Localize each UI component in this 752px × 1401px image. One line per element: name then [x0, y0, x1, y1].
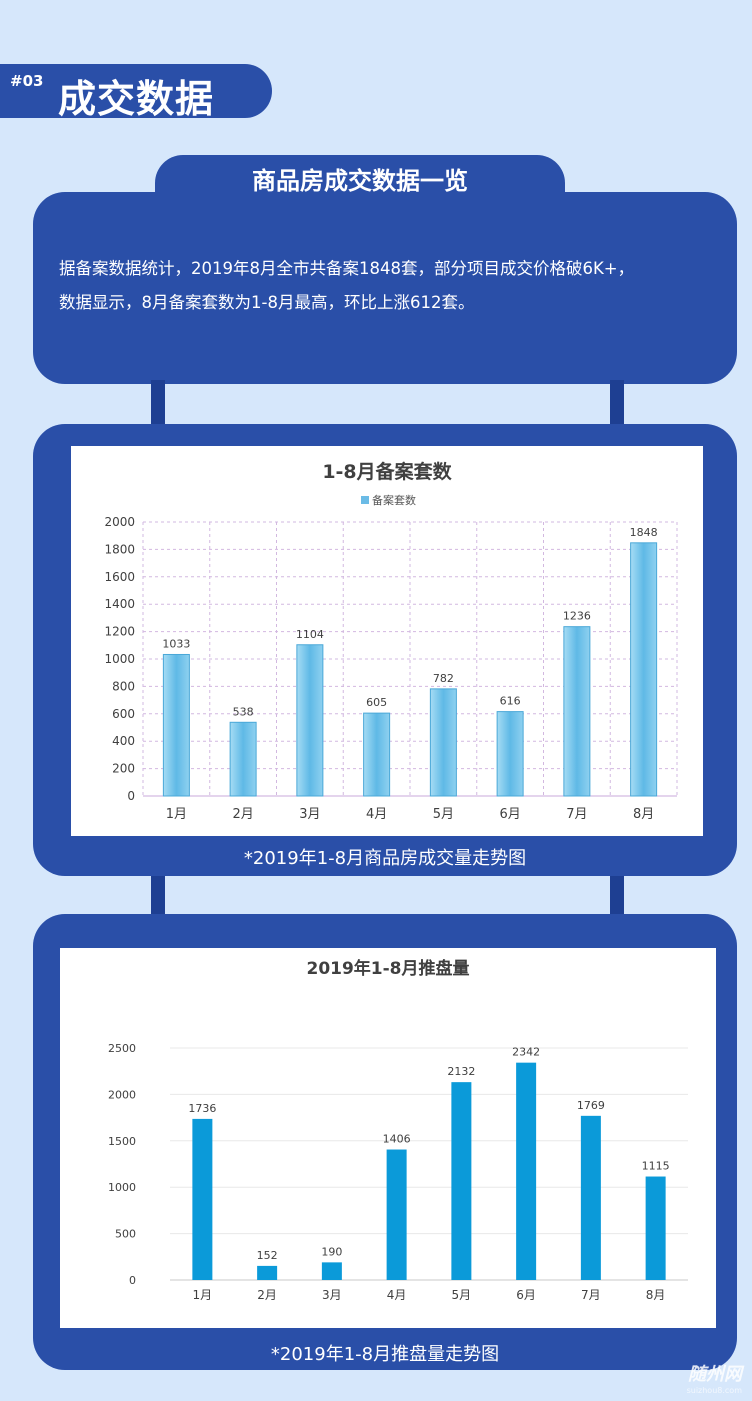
x-tick-label: 4月	[387, 1288, 407, 1302]
data-label: 1115	[642, 1160, 670, 1173]
data-label: 1769	[577, 1099, 605, 1112]
data-label: 2342	[512, 1046, 540, 1059]
data-label: 1236	[563, 610, 591, 623]
y-tick-label: 500	[115, 1228, 136, 1241]
bar-5	[429, 688, 457, 797]
bar-7	[580, 1115, 601, 1280]
bar-6	[516, 1062, 537, 1280]
x-tick-label: 2月	[232, 807, 253, 822]
legend-label: 推盘量	[377, 1327, 410, 1328]
y-tick-label: 0	[127, 789, 135, 803]
watermark-domain: suizhou8.com	[686, 1386, 742, 1395]
legend-label: 备案套数	[372, 493, 416, 507]
x-tick-label: 8月	[633, 807, 654, 822]
x-tick-label: 6月	[516, 1288, 536, 1302]
y-tick-label: 200	[112, 762, 135, 776]
data-label: 538	[233, 705, 254, 718]
chart-title: 1-8月备案套数	[322, 460, 452, 483]
bar-3	[321, 1262, 342, 1280]
bar-5	[451, 1082, 472, 1280]
watermark: 随州网 suizhou8.com	[687, 1360, 742, 1395]
y-tick-label: 800	[112, 679, 135, 693]
data-label: 782	[433, 672, 454, 685]
x-tick-label: 4月	[366, 807, 387, 822]
y-tick-label: 600	[112, 707, 135, 721]
x-tick-label: 2月	[257, 1288, 277, 1302]
data-label: 190	[321, 1245, 342, 1258]
x-tick-label: 5月	[452, 1288, 472, 1302]
bar-1	[162, 653, 190, 797]
section-number: #03	[10, 72, 44, 90]
bar-2	[229, 721, 257, 797]
y-tick-label: 0	[129, 1274, 136, 1287]
y-tick-label: 2000	[104, 515, 135, 529]
bar-4	[363, 712, 391, 797]
bar-8	[630, 542, 658, 797]
y-tick-label: 1400	[104, 597, 135, 611]
data-label: 616	[500, 695, 521, 708]
bar-2	[257, 1265, 278, 1280]
data-label: 1406	[383, 1133, 411, 1146]
chart-1-caption: *2019年1-8月商品房成交量走势图	[243, 848, 527, 869]
data-label: 1033	[162, 637, 190, 650]
chart-box-1: 1-8月备案套数 0 200 400 600 800 1000 1200 1400 1600 180…	[71, 446, 703, 836]
section-tab: #03 成交数据	[0, 64, 272, 121]
chart-panel-2: 2019年1-8月推盘量 0 500 1000 1500 2000 2500 1736 1月 15…	[33, 914, 737, 1370]
x-tick-label: 5月	[433, 807, 454, 822]
y-tick-label: 400	[112, 734, 135, 748]
y-tick-label: 1000	[104, 652, 135, 666]
bar-3	[296, 644, 324, 797]
x-tick-label: 7月	[566, 807, 587, 822]
chart-box-2: 2019年1-8月推盘量 0 500 1000 1500 2000 2500 1736 1月 15…	[60, 948, 716, 1341]
y-tick-label: 1000	[108, 1181, 136, 1194]
intro-card: 据备案数据统计，2019年8月全市共备案1848套，部分项目成交价格破6K+， …	[33, 192, 737, 384]
legend-swatch	[361, 496, 369, 504]
section-title: 成交数据	[58, 77, 215, 121]
x-tick-label: 3月	[322, 1288, 342, 1302]
data-label: 1104	[296, 628, 324, 641]
y-tick-label: 1500	[108, 1135, 136, 1148]
chart-registered-units: 1-8月备案套数 0 200 400 600 800 1000 1200 1400 1600 180…	[104, 460, 678, 822]
y-tick-label: 1600	[104, 570, 135, 584]
watermark-brand: 随州网	[688, 1364, 742, 1385]
data-label: 2132	[447, 1065, 475, 1078]
x-tick-label: 8月	[646, 1288, 666, 1302]
bar-1	[192, 1118, 213, 1280]
x-tick-label: 1月	[166, 807, 187, 822]
y-tick-label: 1200	[104, 625, 135, 639]
x-tick-label: 3月	[299, 807, 320, 822]
intro-line-2: 数据显示，8月备案套数为1-8月最高，环比上涨612套。	[59, 293, 475, 312]
intro-line-1: 据备案数据统计，2019年8月全市共备案1848套，部分项目成交价格破6K+，	[59, 259, 635, 278]
y-tick-label: 1800	[104, 542, 135, 556]
data-label: 605	[366, 696, 387, 709]
x-tick-label: 7月	[581, 1288, 601, 1302]
x-tick-label: 6月	[499, 807, 520, 822]
data-label: 1736	[188, 1102, 216, 1115]
bar-6	[496, 711, 524, 797]
bar-8	[645, 1176, 666, 1280]
chart-2-caption: *2019年1-8月推盘量走势图	[270, 1344, 500, 1365]
chart-title: 2019年1-8月推盘量	[306, 958, 469, 979]
x-tick-label: 1月	[193, 1288, 213, 1302]
chart-panel-1: 1-8月备案套数 0 200 400 600 800 1000 1200 1400 1600 180…	[33, 424, 737, 876]
bar-7	[563, 626, 591, 797]
data-label: 1848	[630, 526, 658, 539]
chart-supply-volume: 2019年1-8月推盘量 0 500 1000 1500 2000 2500 1736 1月 15…	[108, 958, 688, 1341]
data-label: 152	[257, 1249, 278, 1262]
y-tick-label: 2000	[108, 1088, 136, 1101]
y-tick-label: 2500	[108, 1042, 136, 1055]
bar-4	[386, 1149, 407, 1280]
